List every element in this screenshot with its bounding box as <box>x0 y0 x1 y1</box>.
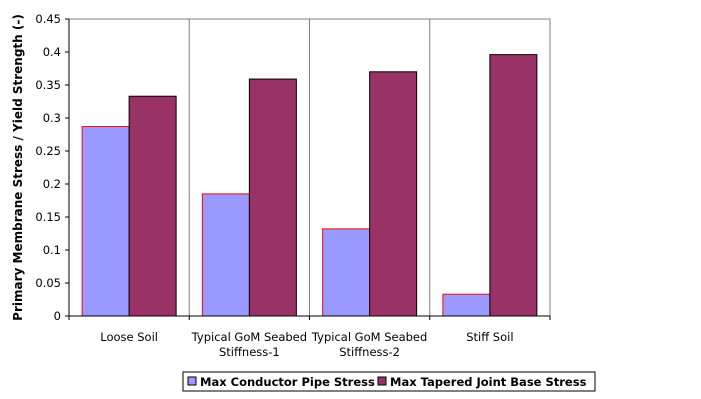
y-tick-label: 0 <box>54 309 61 323</box>
y-tick-label: 0.2 <box>43 177 61 191</box>
x-tick-label: Stiffness-2 <box>339 345 400 359</box>
legend-label-tapered-joint: Max Tapered Joint Base Stress <box>390 375 587 389</box>
legend-box <box>182 371 596 392</box>
legend-swatch-conductor-pipe <box>187 376 197 386</box>
x-tick-label: Typical GoM Seabed <box>191 330 307 344</box>
x-tick-label: Stiffness-1 <box>219 345 280 359</box>
x-tick-label: Typical GoM Seabed <box>311 330 427 344</box>
x-tick-label: Loose Soil <box>100 330 158 344</box>
y-tick-label: 0.1 <box>43 243 61 257</box>
y-axis-title: Primary Membrane Stress / Yield Strength… <box>11 14 25 321</box>
bar-conductor-pipe-3 <box>442 293 491 317</box>
bar-tapered-joint-3 <box>489 54 538 317</box>
y-tick-label: 0.4 <box>43 45 61 59</box>
y-tick-label: 0.15 <box>35 210 61 224</box>
y-tick-label: 0.3 <box>43 111 61 125</box>
bar-tapered-joint-1 <box>248 78 297 317</box>
bar-conductor-pipe-0 <box>81 126 130 317</box>
bar-tapered-joint-0 <box>128 95 177 317</box>
y-tick-label: 0.45 <box>35 12 61 26</box>
x-tick-label: Stiff Soil <box>466 330 513 344</box>
bar-conductor-pipe-2 <box>322 228 371 317</box>
y-tick-label: 0.05 <box>35 276 61 290</box>
legend-label-conductor-pipe: Max Conductor Pipe Stress <box>200 375 375 389</box>
bar-tapered-joint-2 <box>369 71 418 317</box>
y-tick-label: 0.25 <box>35 144 61 158</box>
legend-swatch-tapered-joint <box>377 376 387 386</box>
bar-conductor-pipe-1 <box>201 193 250 317</box>
y-tick-label: 0.35 <box>35 78 61 92</box>
